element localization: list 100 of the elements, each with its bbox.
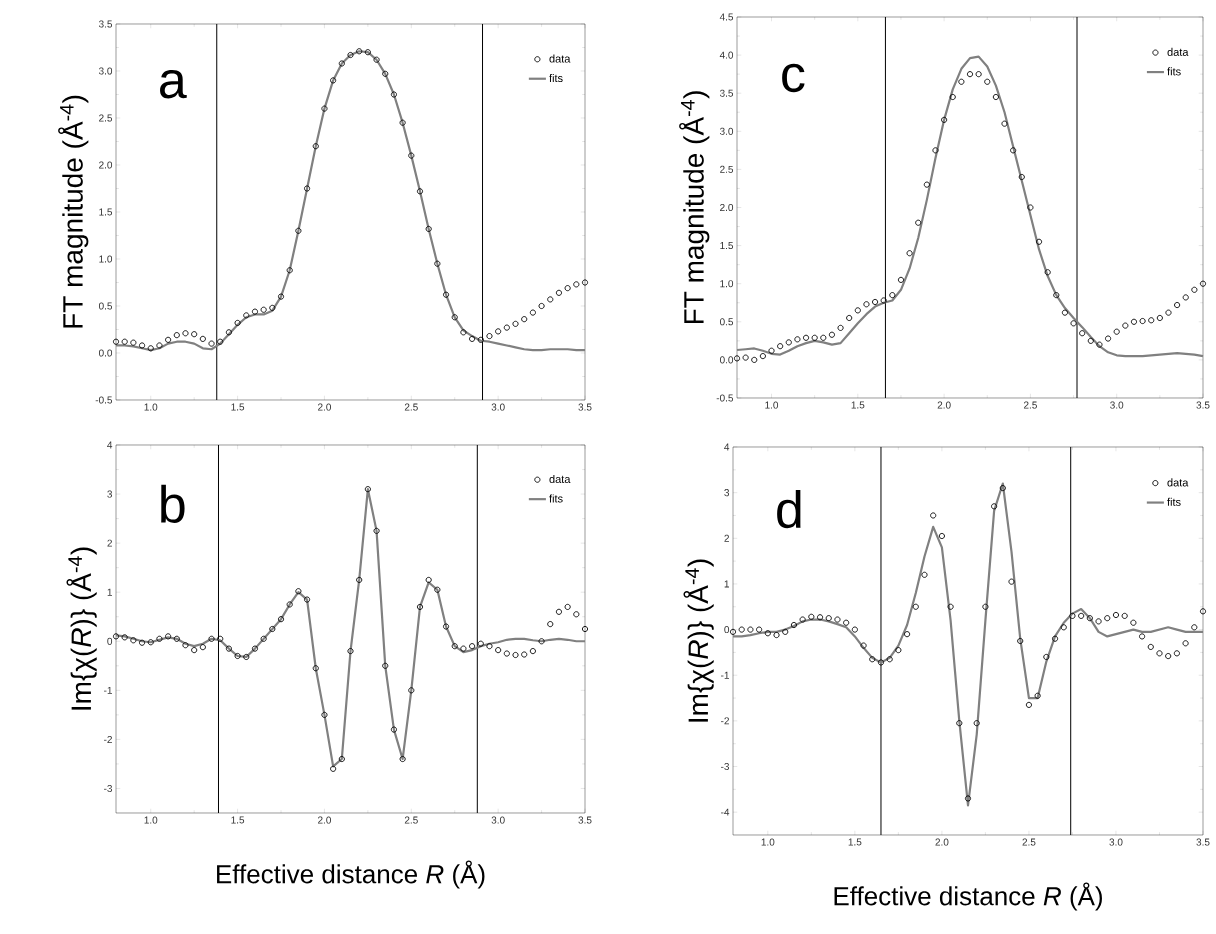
point — [941, 116, 948, 123]
y-tick-label: 3.0 — [719, 127, 734, 135]
y-tick-label: 0 — [724, 626, 730, 634]
point — [837, 324, 844, 331]
point — [434, 260, 441, 267]
point — [1191, 286, 1198, 293]
point — [442, 291, 450, 298]
y-tick-label: -2 — [104, 735, 112, 743]
y-tick-label: 4.0 — [719, 51, 734, 59]
point — [208, 635, 215, 642]
point — [949, 93, 956, 101]
point — [469, 643, 476, 650]
point — [1008, 578, 1015, 585]
point — [930, 512, 937, 519]
point — [915, 219, 922, 226]
point — [547, 621, 554, 628]
x-tick-label: 3.0 — [491, 403, 505, 411]
point — [495, 647, 502, 654]
point — [733, 355, 741, 362]
y-axis-title: FT magnitude (Å$^{-4}$) — [58, 95, 89, 328]
point — [251, 308, 259, 315]
point — [895, 647, 902, 654]
y-tick-label: 2 — [107, 539, 112, 547]
point — [1174, 301, 1181, 309]
y-tick-label: -4 — [721, 808, 730, 816]
x-tick-label: 2.5 — [1023, 401, 1037, 409]
point — [802, 334, 810, 341]
legend-label: fits — [549, 494, 563, 503]
y-tick-label: 3 — [724, 489, 730, 497]
point — [1130, 619, 1137, 626]
point — [1165, 653, 1172, 660]
point — [1078, 612, 1085, 619]
point — [992, 93, 999, 101]
point — [751, 356, 758, 363]
point — [573, 281, 580, 288]
y-tick-label: 0.0 — [719, 356, 734, 364]
point — [277, 616, 285, 623]
y-tick-label: 4 — [724, 443, 730, 451]
point — [1156, 314, 1163, 322]
point — [1017, 637, 1024, 645]
point — [199, 644, 206, 651]
point — [156, 342, 163, 349]
annotation: b — [161, 484, 185, 523]
point — [1122, 322, 1129, 329]
point — [1060, 624, 1067, 631]
x-tick-label: 2.5 — [1022, 838, 1036, 846]
point — [321, 105, 328, 112]
legend-label: data — [549, 474, 571, 484]
point — [846, 314, 853, 322]
point — [130, 637, 137, 644]
y-tick-label: 4 — [107, 441, 113, 449]
point — [897, 276, 905, 283]
point — [921, 571, 928, 578]
y-axis-title: Im{χ(R)} (Å$^{-4}$) — [66, 547, 97, 710]
point — [834, 616, 841, 623]
point — [521, 316, 528, 323]
point — [982, 603, 989, 610]
point — [399, 755, 406, 763]
point — [1018, 173, 1025, 181]
point — [794, 336, 801, 343]
point — [408, 152, 415, 159]
point — [1034, 692, 1041, 699]
point — [356, 48, 363, 55]
point — [555, 608, 562, 615]
point — [851, 626, 858, 633]
annotation: c — [782, 63, 805, 93]
point — [495, 328, 502, 335]
legend-label: fits — [1167, 67, 1181, 76]
point — [182, 642, 189, 649]
point — [390, 91, 397, 98]
point — [356, 576, 363, 583]
point — [408, 687, 415, 694]
point — [1165, 309, 1172, 316]
x-tick-label: 3.5 — [578, 816, 592, 824]
point — [1130, 318, 1138, 325]
x-tick-label: 2.0 — [318, 403, 332, 411]
point — [1182, 294, 1189, 301]
point — [399, 119, 406, 126]
point — [382, 70, 389, 77]
point — [286, 267, 293, 274]
point — [1121, 612, 1128, 619]
y-tick-label: 3 — [107, 490, 113, 498]
point — [460, 329, 467, 336]
point — [373, 527, 380, 534]
x-tick-label: 1.5 — [851, 401, 865, 409]
point — [816, 614, 824, 621]
point — [182, 330, 189, 337]
point — [538, 638, 545, 645]
point — [1070, 320, 1077, 327]
point — [451, 314, 458, 321]
legend-label: fits — [549, 74, 563, 83]
point — [312, 665, 319, 672]
point — [1096, 341, 1103, 348]
point — [538, 302, 545, 310]
x-tick-label: 1.0 — [144, 816, 158, 824]
point — [747, 626, 754, 633]
x-axis-title: Effective distance R (Å) — [834, 882, 1102, 911]
x-tick-label: 3.5 — [1196, 401, 1210, 409]
y-tick-label: 1 — [724, 580, 729, 588]
point — [756, 626, 763, 633]
